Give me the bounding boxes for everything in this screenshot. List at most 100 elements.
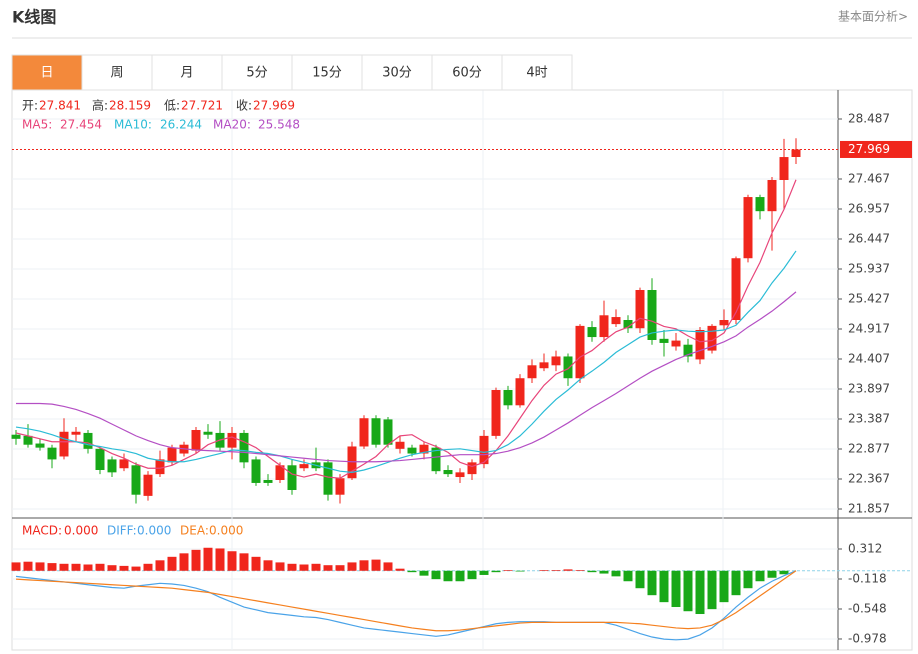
ohlc-value: 27.969 [253, 99, 295, 113]
candle-body [23, 435, 33, 445]
macd-bar [443, 570, 453, 582]
ma-line [15, 179, 797, 479]
candle-body [671, 340, 681, 347]
macd-bar [359, 560, 369, 571]
tab-label[interactable]: 月 [180, 66, 193, 81]
tab[interactable] [431, 54, 503, 91]
candle-body [563, 356, 573, 379]
macd-bar [299, 564, 309, 571]
ohlc-label: 低: [164, 99, 180, 113]
candle-body [551, 356, 561, 366]
y-tick-label: 21.857 [848, 502, 890, 516]
candle-body [11, 434, 21, 439]
legend-value: 0.000 [137, 524, 171, 538]
macd-line [15, 570, 797, 641]
candle-body [131, 465, 141, 495]
legend-label: MACD: [22, 524, 62, 538]
tab[interactable] [81, 54, 153, 91]
ohlc-value: 28.159 [109, 99, 151, 113]
candle-body [251, 459, 261, 483]
macd-bar [479, 570, 489, 575]
candle-body [527, 365, 537, 379]
candle-body [47, 447, 57, 460]
macd-bar [179, 553, 189, 571]
macd-bar [647, 570, 657, 596]
candle-body [419, 444, 429, 454]
tab-label[interactable]: 30分 [382, 66, 412, 81]
macd-bar [251, 556, 261, 571]
legend-value: 0.000 [64, 524, 98, 538]
candle-body [299, 464, 309, 469]
candle-body [599, 315, 609, 338]
macd-bar [167, 556, 177, 571]
candle-body [587, 327, 597, 338]
candle-body [491, 390, 501, 436]
candle-body [71, 431, 81, 435]
tab-label[interactable]: 日 [40, 66, 53, 81]
ohlc-label: 收: [236, 99, 252, 113]
macd-bar [23, 561, 33, 571]
legend-value: 26.244 [160, 118, 202, 132]
macd-bar [323, 565, 333, 571]
candle-body [479, 435, 489, 465]
macd-bar [287, 563, 297, 571]
macd-bar [71, 563, 81, 571]
macd-bar [767, 570, 777, 578]
legend-value: 25.548 [258, 118, 300, 132]
candle-body [455, 472, 465, 478]
candle-body [203, 431, 213, 435]
macd-bar [743, 570, 753, 589]
macd-bar [455, 570, 465, 582]
tab-label[interactable]: 周 [110, 66, 123, 81]
candle-body [239, 432, 249, 463]
legend-label: DEA: [180, 524, 209, 538]
candle-body [407, 447, 417, 454]
macd-bar [47, 563, 57, 571]
macd-bar [431, 570, 441, 580]
candle-body [191, 430, 201, 451]
macd-bar [467, 570, 477, 580]
macd-bar [347, 562, 357, 571]
legend-label: MA10: [114, 118, 152, 132]
candle-body [59, 431, 69, 457]
candle-body [719, 320, 729, 326]
macd-bar [131, 566, 141, 571]
tab[interactable] [291, 54, 363, 91]
tab[interactable] [11, 54, 83, 91]
macd-bar [731, 570, 741, 596]
candle-body [503, 390, 513, 406]
tab-label[interactable]: 60分 [452, 66, 482, 81]
y-tick-label: 22.877 [848, 442, 890, 456]
candle-body [119, 459, 129, 469]
macd-bar [563, 569, 573, 571]
y-tick-label: 23.897 [848, 382, 890, 396]
macd-bar [263, 560, 273, 571]
macd-bar [683, 570, 693, 612]
tab[interactable] [501, 54, 573, 91]
macd-bar [119, 565, 129, 571]
tab[interactable] [221, 54, 293, 91]
candle-body [143, 474, 153, 496]
ohlc-label: 高: [92, 98, 108, 113]
candle-body [575, 325, 585, 379]
tab-label[interactable]: 5分 [246, 66, 267, 81]
candle-body [743, 197, 753, 259]
macd-bar [35, 562, 45, 571]
macd-bar [551, 570, 561, 571]
tab[interactable] [151, 54, 223, 91]
macd-bar [755, 570, 765, 582]
tab-label[interactable]: 15分 [312, 66, 342, 81]
y-tick-label: 25.427 [848, 292, 890, 306]
macd-bar [143, 563, 153, 571]
macd-bar [575, 570, 585, 571]
tab-label[interactable]: 4时 [526, 66, 547, 81]
macd-bar [11, 562, 21, 571]
candle-body [539, 362, 549, 369]
candle-body [467, 462, 477, 475]
macd-bar [203, 547, 213, 571]
y-tick-label: 26.957 [848, 202, 890, 216]
candle-body [323, 462, 333, 495]
analysis-link[interactable]: 基本面分析> [838, 10, 908, 24]
macd-bar [515, 570, 525, 572]
